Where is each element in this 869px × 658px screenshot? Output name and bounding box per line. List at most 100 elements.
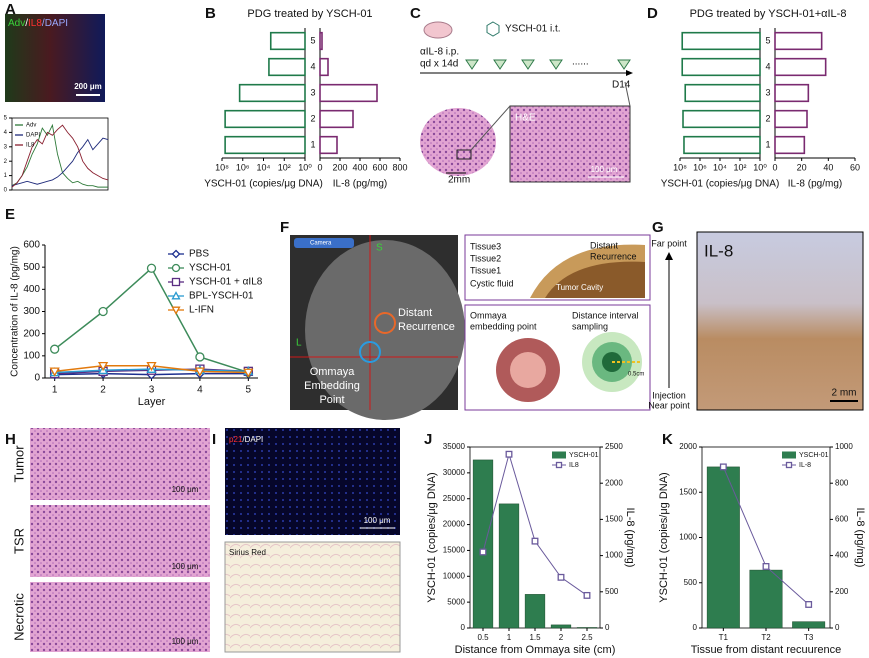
ellipsis: ...... [572, 57, 589, 68]
injection-label: Injection [652, 390, 686, 400]
x-tick-label: 2.5 [581, 633, 593, 642]
embedding-label: embedding point [470, 321, 537, 331]
arrow-head [626, 70, 633, 76]
bar [550, 624, 572, 629]
button-label: Camera [310, 241, 332, 247]
scale-label: 100 μm [172, 485, 199, 494]
y-tick-label: 1000 [679, 533, 697, 542]
panel-label: H [5, 431, 16, 448]
marker [555, 461, 563, 469]
orientation-label: L [296, 338, 302, 349]
x-tick-label: 2 [100, 385, 106, 396]
distant-marker [374, 312, 396, 334]
chart-title: PDG treated by YSCH-01 [247, 8, 372, 20]
x-tick-label: 10² [278, 162, 291, 172]
he-image [30, 582, 210, 652]
row-label: Tumor [11, 445, 26, 483]
zoom-line [470, 105, 511, 151]
bar [268, 57, 306, 77]
y-tick-label: 500 [684, 578, 698, 587]
y2-tick-label: 600 [835, 515, 849, 524]
x-axis-label: Tissue from distant recuurence [691, 644, 842, 656]
x-tick-label: 10⁴ [257, 162, 271, 172]
y-axis-label: Concentration of IL-8 (pg/mg) [10, 246, 21, 377]
ommaya-label: Embedding [304, 380, 360, 392]
bar [681, 31, 761, 51]
zoom-line [624, 81, 631, 107]
series-line [11, 137, 109, 187]
far-label: Far point [651, 238, 687, 248]
treatment-label: qd x 14d [420, 59, 458, 70]
x-axis-label: IL-8 (pg/mg) [333, 179, 387, 190]
y-tick-label: 5000 [447, 597, 465, 606]
marker [98, 306, 108, 317]
injection-label: YSCH-01 i.t. [505, 24, 561, 35]
stain-label: p21/DAPI [229, 435, 263, 444]
panel-label: D [647, 5, 658, 22]
y-tick-label: 25000 [443, 494, 466, 503]
chart-title: PDG treated by YSCH-01+αIL-8 [690, 8, 847, 20]
marker [97, 361, 109, 372]
legend-label: DAPI [26, 133, 40, 139]
tissue-label: Tissue3 [470, 241, 501, 251]
panel-label: E [5, 206, 15, 223]
tissue-label: Tissue2 [470, 253, 501, 263]
x-tick-label: T3 [804, 633, 814, 642]
category-label: 3 [310, 87, 315, 97]
x-tick-label: 0 [772, 162, 777, 172]
tissue-label: Tissue1 [470, 265, 501, 275]
x-tick-label: T1 [719, 633, 729, 642]
y-tick-label: 0 [461, 623, 466, 632]
y-tick-label: 0 [693, 623, 698, 632]
y2-tick-label: 1000 [605, 551, 623, 560]
bar [774, 31, 823, 51]
bar [238, 83, 306, 103]
category-label: 4 [310, 61, 315, 71]
legend-swatch [782, 451, 796, 459]
he-zoom [509, 105, 631, 183]
y-tick-label: 300 [23, 306, 40, 317]
tissue-label: Cystic fluid [470, 278, 514, 288]
y2-tick-label: 2500 [605, 442, 623, 451]
marker [171, 249, 181, 259]
series-line [11, 123, 108, 188]
camera-button[interactable] [294, 238, 354, 248]
x-tick-label: 2 [559, 633, 564, 642]
marker [171, 291, 181, 300]
x-tick-label: 1 [52, 385, 58, 396]
y-tick-label: 200 [23, 328, 40, 339]
bar [749, 569, 783, 629]
distant-label: Distant [398, 307, 432, 319]
y2-tick-label: 2000 [605, 478, 623, 487]
legend-label: IL8 [26, 143, 35, 149]
y-tick-label: 1 [4, 173, 8, 179]
y-tick-label: 0 [4, 188, 8, 194]
y2-tick-label: 500 [605, 587, 619, 596]
cavity-label: Tumor Cavity [556, 283, 603, 292]
y2-tick-label: 0 [605, 623, 610, 632]
bar [683, 135, 761, 155]
marker [146, 361, 157, 372]
row-label: Necrotic [11, 593, 26, 641]
y-tick-label: 1500 [679, 487, 697, 496]
x-tick-label: 800 [392, 162, 407, 172]
marker [719, 463, 727, 471]
legend-label: YSCH-01 + αIL8 [189, 277, 263, 288]
category-label: 5 [310, 35, 315, 45]
bar [319, 109, 354, 129]
zoom-box [456, 149, 472, 160]
x-tick-label: 10⁶ [693, 162, 707, 172]
x-tick-label: 1.5 [529, 633, 541, 642]
endpoint-label: D14 [612, 80, 631, 91]
panel-label: J [424, 431, 432, 448]
legend-label: IL-8 [799, 462, 811, 469]
y-tick-label: 600 [23, 240, 40, 251]
near-label: Near point [648, 400, 690, 410]
treatment-label: αIL-8 i.p. [420, 47, 459, 58]
marker [583, 591, 591, 599]
scale-label: 100 μm [172, 562, 199, 571]
marker [49, 367, 60, 377]
tissue-layers [545, 261, 645, 298]
series-line [11, 124, 109, 188]
scale-label: 2mm [448, 175, 470, 186]
